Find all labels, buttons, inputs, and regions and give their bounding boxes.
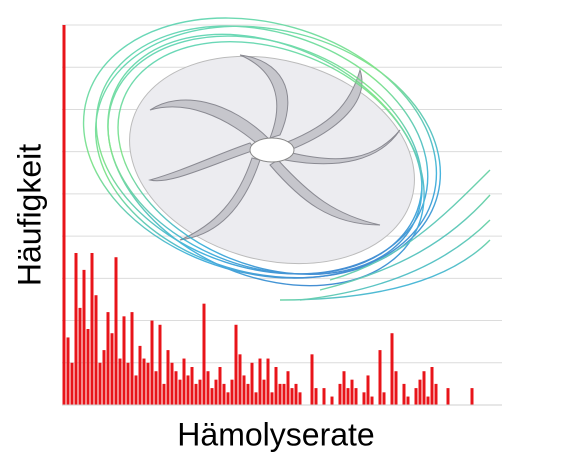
bar — [246, 383, 250, 405]
bar — [106, 312, 110, 405]
bar — [254, 392, 258, 405]
bar — [222, 383, 226, 405]
bar — [282, 383, 286, 405]
bar — [346, 388, 350, 405]
bar — [382, 392, 386, 405]
bar — [126, 362, 130, 405]
bar — [110, 333, 114, 405]
bar — [242, 375, 246, 405]
bar — [430, 367, 434, 405]
bar — [186, 375, 190, 405]
impeller-image — [82, 17, 491, 301]
bar — [290, 388, 294, 405]
bar — [218, 367, 222, 405]
bar — [250, 362, 254, 405]
bar — [118, 358, 122, 405]
bar — [406, 396, 410, 405]
bar — [238, 354, 242, 405]
bar — [66, 337, 70, 405]
bar — [294, 383, 298, 405]
bar — [94, 295, 98, 405]
bar — [198, 379, 202, 405]
bar — [426, 396, 430, 405]
bar — [178, 379, 182, 405]
bar — [62, 25, 66, 405]
bar — [98, 362, 102, 405]
bar — [210, 388, 214, 405]
bar — [134, 375, 138, 405]
bar — [82, 269, 86, 405]
bar — [130, 312, 134, 405]
bar — [102, 350, 106, 405]
bar — [330, 396, 334, 405]
bar — [446, 388, 450, 405]
bar — [78, 307, 82, 405]
bar — [138, 345, 142, 405]
bar — [310, 354, 314, 405]
bar — [338, 383, 342, 405]
bar — [342, 371, 346, 405]
bar — [114, 257, 118, 405]
bar — [74, 253, 78, 405]
bar — [266, 358, 270, 405]
bar — [146, 362, 150, 405]
bar — [86, 329, 90, 405]
bar — [322, 388, 326, 405]
bar — [354, 388, 358, 405]
bar — [274, 367, 278, 405]
bar — [154, 371, 158, 405]
bar — [234, 324, 238, 405]
bar — [202, 303, 206, 405]
bar — [142, 358, 146, 405]
x-axis-label: Hämolyserate — [177, 416, 374, 452]
bar — [258, 358, 262, 405]
bar — [422, 371, 426, 405]
bar — [194, 383, 198, 405]
bar — [278, 383, 282, 405]
bar — [190, 367, 194, 405]
bar — [206, 371, 210, 405]
bar — [122, 316, 126, 405]
bar — [166, 350, 170, 405]
bar — [262, 379, 266, 405]
bar — [350, 379, 354, 405]
bar — [170, 362, 174, 405]
bar — [90, 253, 94, 405]
bar — [158, 324, 162, 405]
bar — [226, 392, 230, 405]
bar — [150, 320, 154, 405]
bar — [70, 362, 74, 405]
bar — [162, 383, 166, 405]
bar — [214, 379, 218, 405]
bar — [418, 379, 422, 405]
bar — [434, 383, 438, 405]
y-axis-label: Häufigkeit — [11, 144, 47, 286]
bar — [270, 392, 274, 405]
bar — [366, 375, 370, 405]
bar — [286, 371, 290, 405]
bar — [390, 333, 394, 405]
bar — [182, 358, 186, 405]
bar — [394, 371, 398, 405]
bar — [174, 371, 178, 405]
bar — [470, 388, 474, 405]
bars — [62, 25, 502, 406]
bar — [362, 392, 366, 405]
bar — [414, 388, 418, 405]
bar — [230, 379, 234, 405]
bar — [370, 396, 374, 405]
bar — [298, 392, 302, 405]
bar — [378, 350, 382, 405]
bar — [314, 388, 318, 405]
bar — [402, 383, 406, 405]
